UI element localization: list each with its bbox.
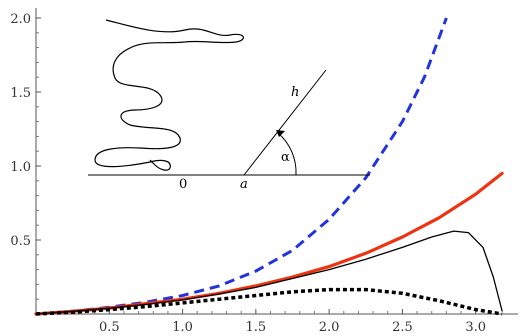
x-tick-label: 1.5 [246, 320, 267, 335]
inset-wavy-boundary [94, 19, 244, 171]
y-tick-label: 2.0 [10, 12, 31, 27]
y-tick-label: 1.0 [10, 160, 31, 175]
tick-group: 0.5 1.0 1.5 2.0 2.5 3.0 0.5 1.0 1.5 2.0 [10, 12, 491, 335]
x-tick-label: 2.0 [319, 320, 340, 335]
axes [35, 8, 518, 315]
x-tick-label: 0.5 [99, 320, 120, 335]
y-tick-label: 1.5 [10, 86, 31, 101]
series-group [34, 17, 504, 316]
inset-diagram: 0 a h α [88, 19, 370, 192]
x-tick-label: 1.0 [172, 320, 193, 335]
series-line-4 [35, 287, 503, 316]
inset-arrow-head [276, 130, 285, 137]
y-tick-label: 0.5 [10, 234, 31, 249]
inset-ray-h [243, 69, 327, 176]
inset-label-alpha: α [281, 150, 290, 165]
inset-angle-arc [277, 132, 297, 176]
series-line-1 [35, 17, 448, 316]
x-tick-label: 3.0 [465, 320, 486, 335]
series-line-3 [35, 230, 503, 315]
inset-label-a: a [240, 177, 248, 192]
x-tick-label: 2.5 [392, 320, 413, 335]
inset-label-h: h [291, 85, 299, 100]
inset-label-zero: 0 [179, 177, 187, 192]
